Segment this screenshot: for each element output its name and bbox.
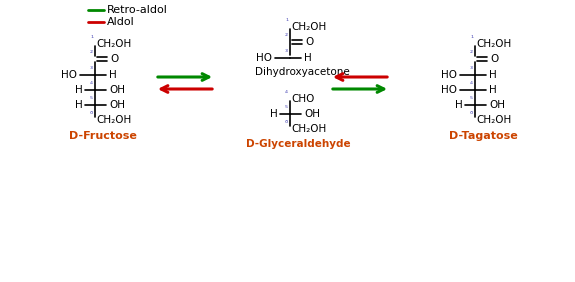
Text: D-Tagatose: D-Tagatose bbox=[448, 131, 518, 141]
Text: OH: OH bbox=[109, 100, 125, 110]
Text: ⁶: ⁶ bbox=[285, 119, 288, 128]
Text: ⁶: ⁶ bbox=[90, 110, 93, 119]
Text: O: O bbox=[305, 37, 313, 47]
Text: ⁴: ⁴ bbox=[285, 89, 288, 98]
Text: ¹: ¹ bbox=[90, 34, 93, 43]
Text: H: H bbox=[109, 70, 117, 80]
Text: H: H bbox=[75, 85, 83, 95]
Text: CH₂OH: CH₂OH bbox=[96, 115, 131, 125]
Text: H: H bbox=[75, 100, 83, 110]
Text: CH₂OH: CH₂OH bbox=[96, 39, 131, 49]
Text: HO: HO bbox=[441, 70, 457, 80]
Text: H: H bbox=[489, 85, 497, 95]
Text: HO: HO bbox=[256, 53, 272, 63]
Text: OH: OH bbox=[304, 109, 320, 119]
Text: Dihydroxyacetone: Dihydroxyacetone bbox=[255, 67, 350, 77]
Text: H: H bbox=[489, 70, 497, 80]
Text: CH₂OH: CH₂OH bbox=[476, 39, 511, 49]
Text: ¹: ¹ bbox=[470, 34, 473, 43]
Text: ⁵: ⁵ bbox=[470, 95, 473, 104]
Text: ⁵: ⁵ bbox=[90, 95, 93, 104]
Text: HO: HO bbox=[61, 70, 77, 80]
Text: HO: HO bbox=[441, 85, 457, 95]
Text: ¹: ¹ bbox=[285, 17, 288, 26]
Text: OH: OH bbox=[109, 85, 125, 95]
Text: ²: ² bbox=[470, 49, 473, 58]
Text: ⁶: ⁶ bbox=[470, 110, 473, 119]
Text: H: H bbox=[270, 109, 278, 119]
Text: H: H bbox=[455, 100, 463, 110]
Text: D-Fructose: D-Fructose bbox=[69, 131, 137, 141]
Text: D-Glyceraldehyde: D-Glyceraldehyde bbox=[246, 139, 350, 149]
Text: ³: ³ bbox=[285, 48, 288, 57]
Text: CHO: CHO bbox=[291, 94, 315, 104]
Text: Retro-aldol: Retro-aldol bbox=[107, 5, 168, 15]
Text: ²: ² bbox=[90, 49, 93, 58]
Text: O: O bbox=[490, 54, 499, 64]
Text: ³: ³ bbox=[470, 65, 473, 74]
Text: ⁵: ⁵ bbox=[285, 104, 288, 113]
Text: ²: ² bbox=[285, 32, 288, 41]
Text: OH: OH bbox=[489, 100, 505, 110]
Text: CH₂OH: CH₂OH bbox=[291, 22, 326, 32]
Text: ⁴: ⁴ bbox=[470, 80, 473, 89]
Text: O: O bbox=[110, 54, 118, 64]
Text: ³: ³ bbox=[90, 65, 93, 74]
Text: CH₂OH: CH₂OH bbox=[291, 124, 326, 134]
Text: Aldol: Aldol bbox=[107, 17, 135, 27]
Text: H: H bbox=[304, 53, 312, 63]
Text: ⁴: ⁴ bbox=[90, 80, 93, 89]
Text: CH₂OH: CH₂OH bbox=[476, 115, 511, 125]
